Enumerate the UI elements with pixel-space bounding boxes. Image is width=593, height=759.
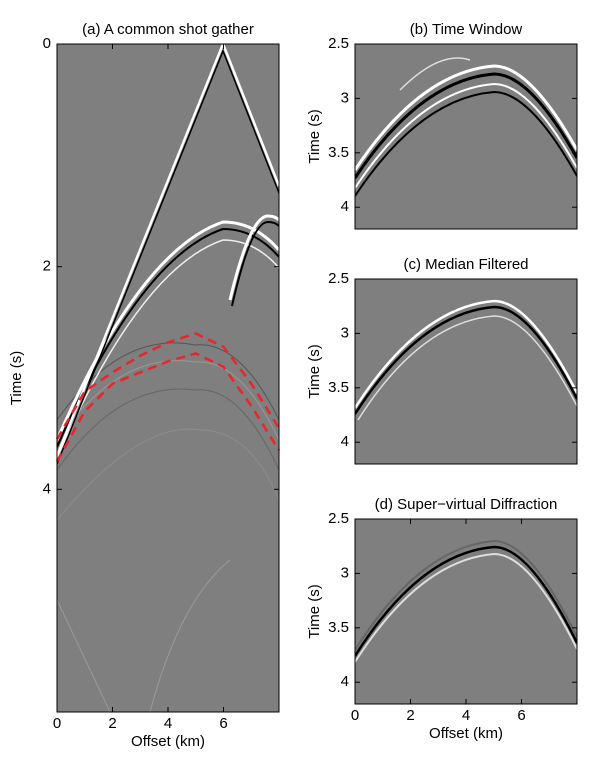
panel-title: (b) Time Window bbox=[410, 21, 523, 38]
annotation-line bbox=[55, 332, 281, 440]
y-tick-label: 3.5 bbox=[328, 144, 349, 161]
y-tick-label: 3 bbox=[341, 324, 349, 341]
image-area bbox=[355, 279, 577, 464]
x-tick-label: 6 bbox=[517, 707, 525, 724]
x-tick-label: 4 bbox=[462, 707, 470, 724]
seismic-image bbox=[355, 57, 577, 197]
x-tick-label: 0 bbox=[53, 715, 61, 732]
y-tick-label: 3.5 bbox=[328, 379, 349, 396]
axes-frame bbox=[354, 43, 578, 230]
seismic-image bbox=[57, 44, 279, 712]
y-tick-label: 2.5 bbox=[328, 35, 349, 52]
y-axis-label: Time (s) bbox=[306, 584, 323, 638]
annotation-line bbox=[55, 352, 281, 463]
x-tick-label: 2 bbox=[108, 715, 116, 732]
y-axis-label: Time (s) bbox=[306, 344, 323, 398]
y-tick-label: 0 bbox=[43, 35, 51, 52]
y-tick-label: 4 bbox=[341, 673, 349, 690]
x-axis-label: Offset (km) bbox=[131, 733, 205, 750]
x-tick-label: 4 bbox=[164, 715, 172, 732]
x-tick-label: 2 bbox=[406, 707, 414, 724]
x-axis-label: Offset (km) bbox=[429, 725, 503, 742]
y-tick-label: 2.5 bbox=[328, 270, 349, 287]
y-axis-label: Time (s) bbox=[306, 109, 323, 163]
y-tick-label: 4 bbox=[341, 198, 349, 215]
y-tick-label: 3 bbox=[341, 564, 349, 581]
y-tick-label: 2 bbox=[43, 258, 51, 275]
y-tick-label: 2.5 bbox=[328, 510, 349, 527]
y-tick-label: 4 bbox=[43, 480, 51, 497]
y-tick-label: 4 bbox=[341, 433, 349, 450]
y-axis-label: Time (s) bbox=[8, 351, 25, 405]
y-tick-label: 3 bbox=[341, 89, 349, 106]
x-tick-label: 6 bbox=[219, 715, 227, 732]
seismic-image bbox=[355, 299, 577, 421]
panel-title: (c) Median Filtered bbox=[403, 256, 528, 273]
x-tick-label: 0 bbox=[351, 707, 359, 724]
seismic-image bbox=[355, 539, 577, 663]
panel-title: (a) A common shot gather bbox=[82, 21, 254, 38]
y-tick-label: 3.5 bbox=[328, 619, 349, 636]
panel-title: (d) Super−virtual Diffraction bbox=[375, 496, 558, 513]
image-area bbox=[57, 44, 279, 712]
image-area bbox=[355, 44, 577, 229]
axes-frame bbox=[354, 278, 578, 465]
